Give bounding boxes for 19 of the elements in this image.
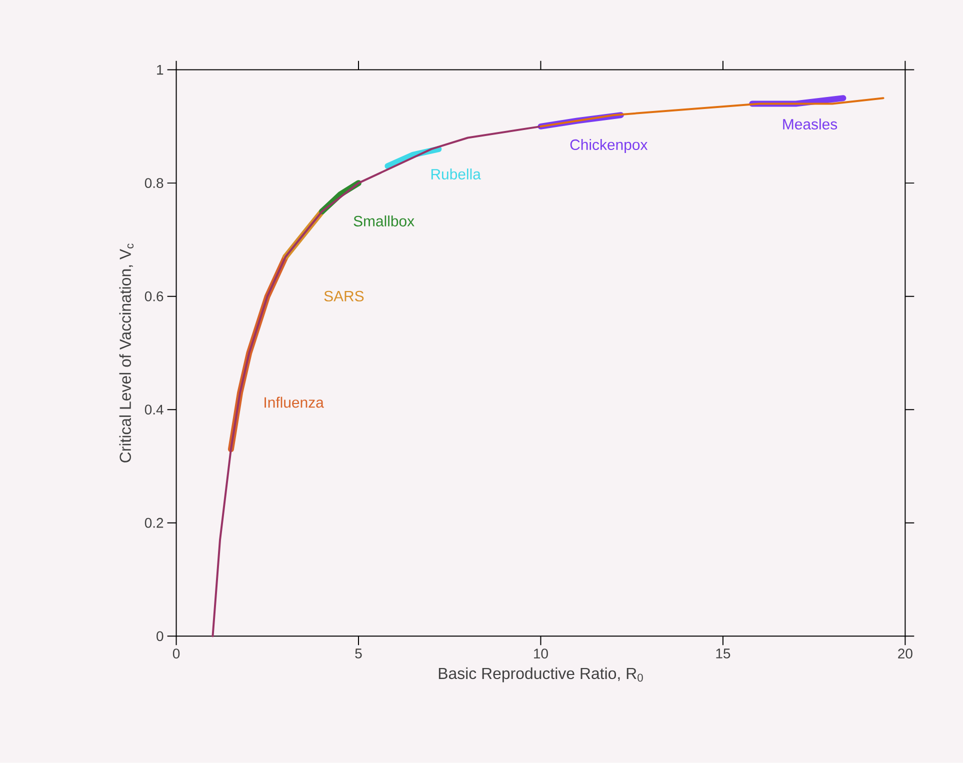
- y-tick-label: 0.4: [144, 404, 164, 415]
- series-label: Smallbox: [354, 216, 414, 227]
- x-tick-label: 0: [172, 648, 180, 659]
- series-label: Influenza: [264, 396, 324, 408]
- y-axis-title: Critical Level of Vaccination, V$_{c}$: [119, 244, 134, 462]
- series-label: Measles: [783, 118, 838, 130]
- x-tick-label: 15: [716, 648, 730, 658]
- series-label: Chickenpox: [570, 139, 648, 154]
- x-tick-label: 5: [355, 648, 362, 658]
- series-label: Rubella: [431, 168, 481, 180]
- y-tick-label: 0.8: [144, 178, 164, 188]
- text: SARS: [324, 290, 364, 302]
- x-tick-label: 10: [534, 648, 548, 659]
- y-tick-label: 1: [157, 65, 164, 75]
- y-tick-label: 0.2: [144, 518, 164, 528]
- y-tick-label: 0.6: [144, 291, 164, 302]
- x-axis-title: Basic Reproductive Ratio, R$_{0}$: [438, 667, 643, 682]
- y-tick-label: 0: [156, 631, 164, 642]
- x-tick-label: 20: [898, 648, 912, 659]
